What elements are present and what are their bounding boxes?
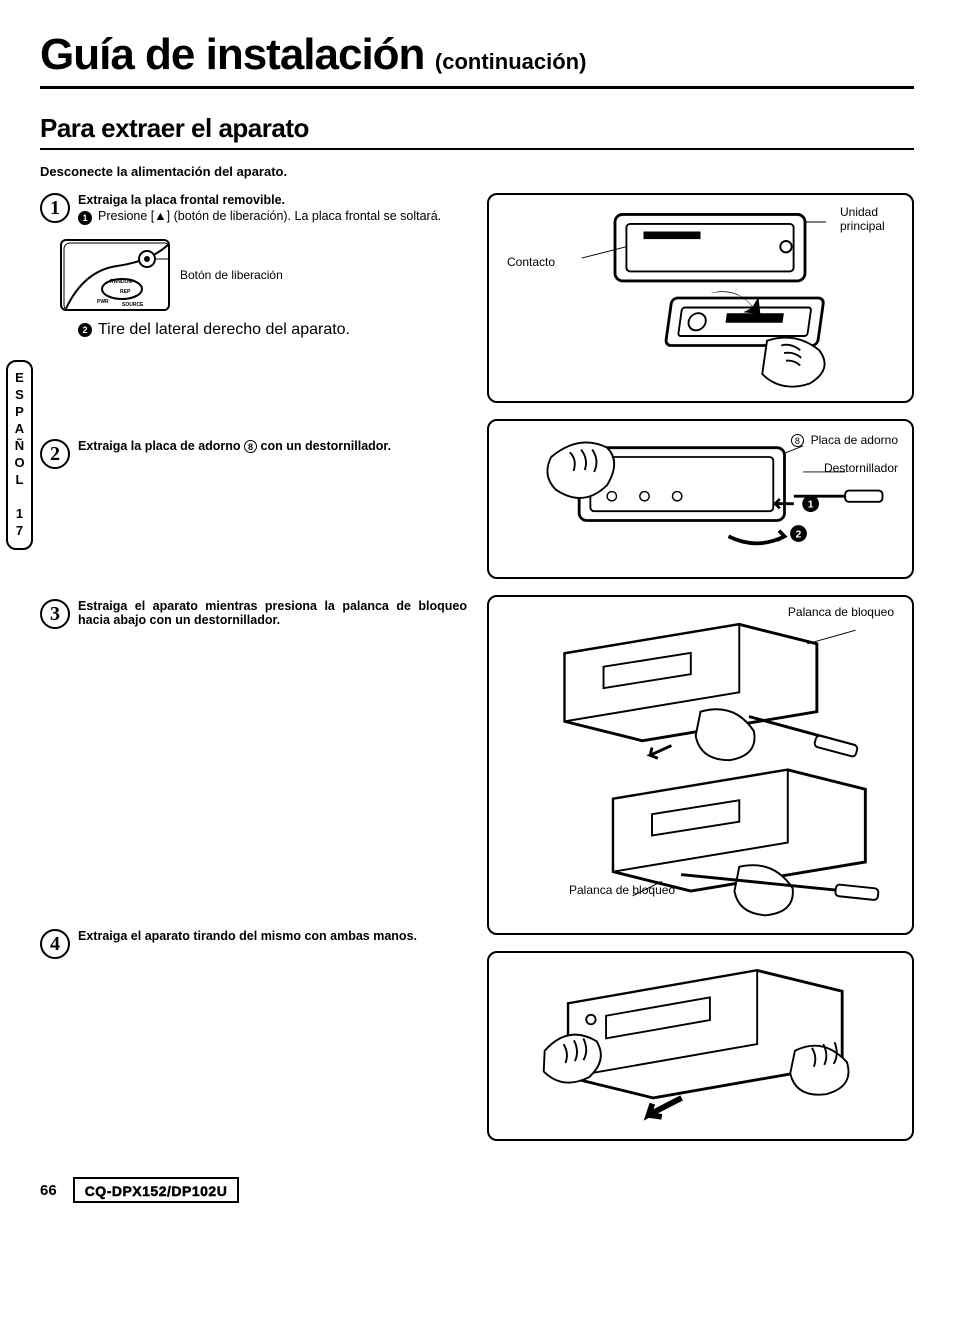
step-4-title: Extraiga el aparato tirando del mismo co…: [78, 929, 467, 943]
step-1: 1 Extraiga la placa frontal removible. 1…: [40, 193, 467, 229]
fig2-label-placa: 8 Placa de adorno: [791, 433, 898, 447]
figure-3: Palanca de bloqueo Palanca de bloqueo: [487, 595, 914, 935]
section-title: Para extraer el aparato: [40, 113, 914, 150]
step-2: 2 Extraiga la placa de adorno 8 con un d…: [40, 439, 467, 469]
step-1-sub-2: 2 Tire del lateral derecho del aparato.: [78, 321, 467, 339]
bullet-icon: 2: [78, 323, 92, 337]
language-tab: ESPAÑOL 17: [6, 360, 33, 550]
fig1-label-contacto: Contacto: [507, 255, 555, 269]
footer: 66 CQ-DPX152/DP102U: [40, 1177, 914, 1203]
svg-text:SOURCE: SOURCE: [122, 302, 144, 308]
svg-text:REP: REP: [120, 289, 131, 295]
intro-text: Desconecte la alimentación del aparato.: [40, 164, 914, 179]
model-badge: CQ-DPX152/DP102U: [73, 1177, 240, 1203]
svg-text:RANDOM: RANDOM: [110, 279, 133, 285]
title-continuation: (continuación): [435, 49, 587, 74]
svg-text:2: 2: [796, 529, 802, 540]
svg-text:1: 1: [808, 499, 814, 510]
step-1-title: Extraiga la placa frontal removible.: [78, 193, 467, 207]
fig2-illustration: 1 2: [497, 429, 904, 569]
inline-figure-release-button: RANDOM REP PWR SOURCE Botón de liberació…: [60, 239, 467, 311]
step-1-sub-1-text: Presione [▲] (botón de liberación). La p…: [98, 209, 467, 225]
step-number-icon: 4: [40, 929, 70, 959]
step-number-icon: 2: [40, 439, 70, 469]
page-number: 66: [40, 1182, 57, 1199]
fig1-label-unidad: Unidad principal: [840, 205, 900, 233]
step-4: 4 Extraiga el aparato tirando del mismo …: [40, 929, 467, 959]
svg-text:PWR: PWR: [97, 299, 109, 305]
step-1-sub-1: 1 Presione [▲] (botón de liberación). La…: [78, 209, 467, 225]
fig3-illustration: [497, 605, 904, 925]
right-column: Contacto Unidad principal: [487, 193, 914, 1157]
fig3-label-bot: Palanca de bloqueo: [569, 883, 675, 897]
figure-1: Contacto Unidad principal: [487, 193, 914, 403]
step-3: 3 Estraiga el aparato mientras presiona …: [40, 599, 467, 629]
step-number-icon: 1: [40, 193, 70, 223]
figure-4: [487, 951, 914, 1141]
fig2-label-dest: Destornillador: [824, 461, 898, 475]
fig4-illustration: [497, 961, 904, 1131]
figure-2: 8 Placa de adorno Destornillador 1 2: [487, 419, 914, 579]
title-row: Guía de instalación (continuación): [40, 30, 914, 89]
bullet-icon: 1: [78, 211, 92, 225]
content-grid: 1 Extraiga la placa frontal removible. 1…: [40, 193, 914, 1157]
fig3-label-top: Palanca de bloqueo: [788, 605, 894, 619]
step-number-icon: 3: [40, 599, 70, 629]
page-title: Guía de instalación: [40, 30, 424, 79]
step-2-title: Extraiga la placa de adorno 8 con un des…: [78, 439, 467, 453]
step-3-title: Estraiga el aparato mientras presiona la…: [78, 599, 467, 627]
release-button-illustration: RANDOM REP PWR SOURCE: [60, 239, 170, 311]
release-button-caption: Botón de liberación: [180, 268, 283, 282]
left-column: 1 Extraiga la placa frontal removible. 1…: [40, 193, 467, 1157]
step-1-sub-2-text: Tire del lateral derecho del aparato.: [98, 321, 467, 339]
